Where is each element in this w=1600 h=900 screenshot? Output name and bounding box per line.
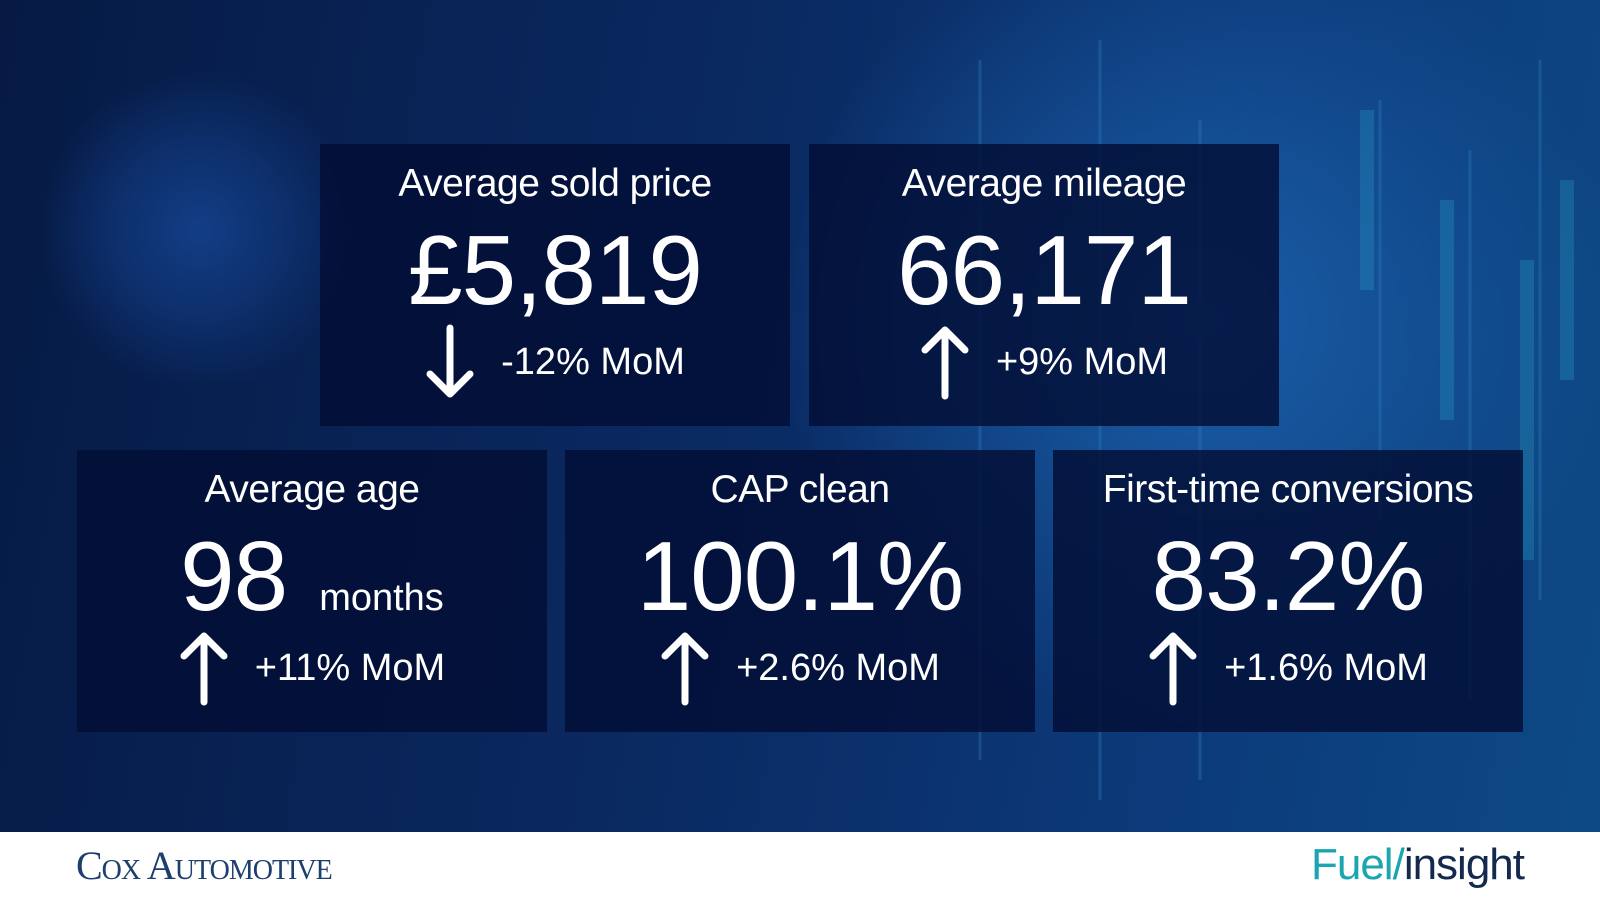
card-change: +2.6% MoM (736, 646, 940, 689)
card-title: Average age (204, 468, 420, 511)
kpi-card: First-time conversions 83.2% +1.6% MoM (1053, 450, 1523, 732)
card-value: 66,171 (897, 215, 1192, 325)
kpi-card: Average mileage 66,171 +9% MoM (809, 144, 1279, 426)
card-change: +1.6% MoM (1224, 646, 1428, 689)
arrow-up (1149, 632, 1197, 706)
kpi-card: Average sold price £5,819 -12% MoM (320, 144, 790, 426)
arrow-up (180, 632, 228, 706)
company-logo: Cox Automotive (76, 843, 333, 888)
arrow-down (426, 324, 474, 398)
card-title: CAP clean (710, 468, 890, 511)
brand-part: insight (1403, 840, 1525, 889)
card-value: 98 (180, 521, 288, 631)
card-title: Average sold price (398, 162, 712, 205)
kpi-card: CAP clean 100.1% +2.6% MoM (565, 450, 1035, 732)
card-change: -12% MoM (501, 340, 685, 383)
kpi-card: Average age 98 months +11% MoM (77, 450, 547, 732)
brand-part: Fuel/ (1310, 840, 1405, 889)
card-value: 100.1% (636, 521, 964, 631)
arrow-up (661, 632, 709, 706)
card-change: +9% MoM (995, 340, 1169, 383)
card-title: First-time conversions (1102, 468, 1474, 511)
brand-logo: Fuel/insight (1310, 840, 1525, 890)
card-title: Average mileage (901, 162, 1187, 205)
card-value: 83.2% (1151, 521, 1426, 631)
arrow-up (921, 326, 969, 400)
footer: Cox Automotive Fuel/insight (0, 832, 1600, 900)
card-change: +11% MoM (254, 646, 446, 689)
card-unit: months (319, 577, 444, 619)
card-value: £5,819 (408, 215, 703, 325)
